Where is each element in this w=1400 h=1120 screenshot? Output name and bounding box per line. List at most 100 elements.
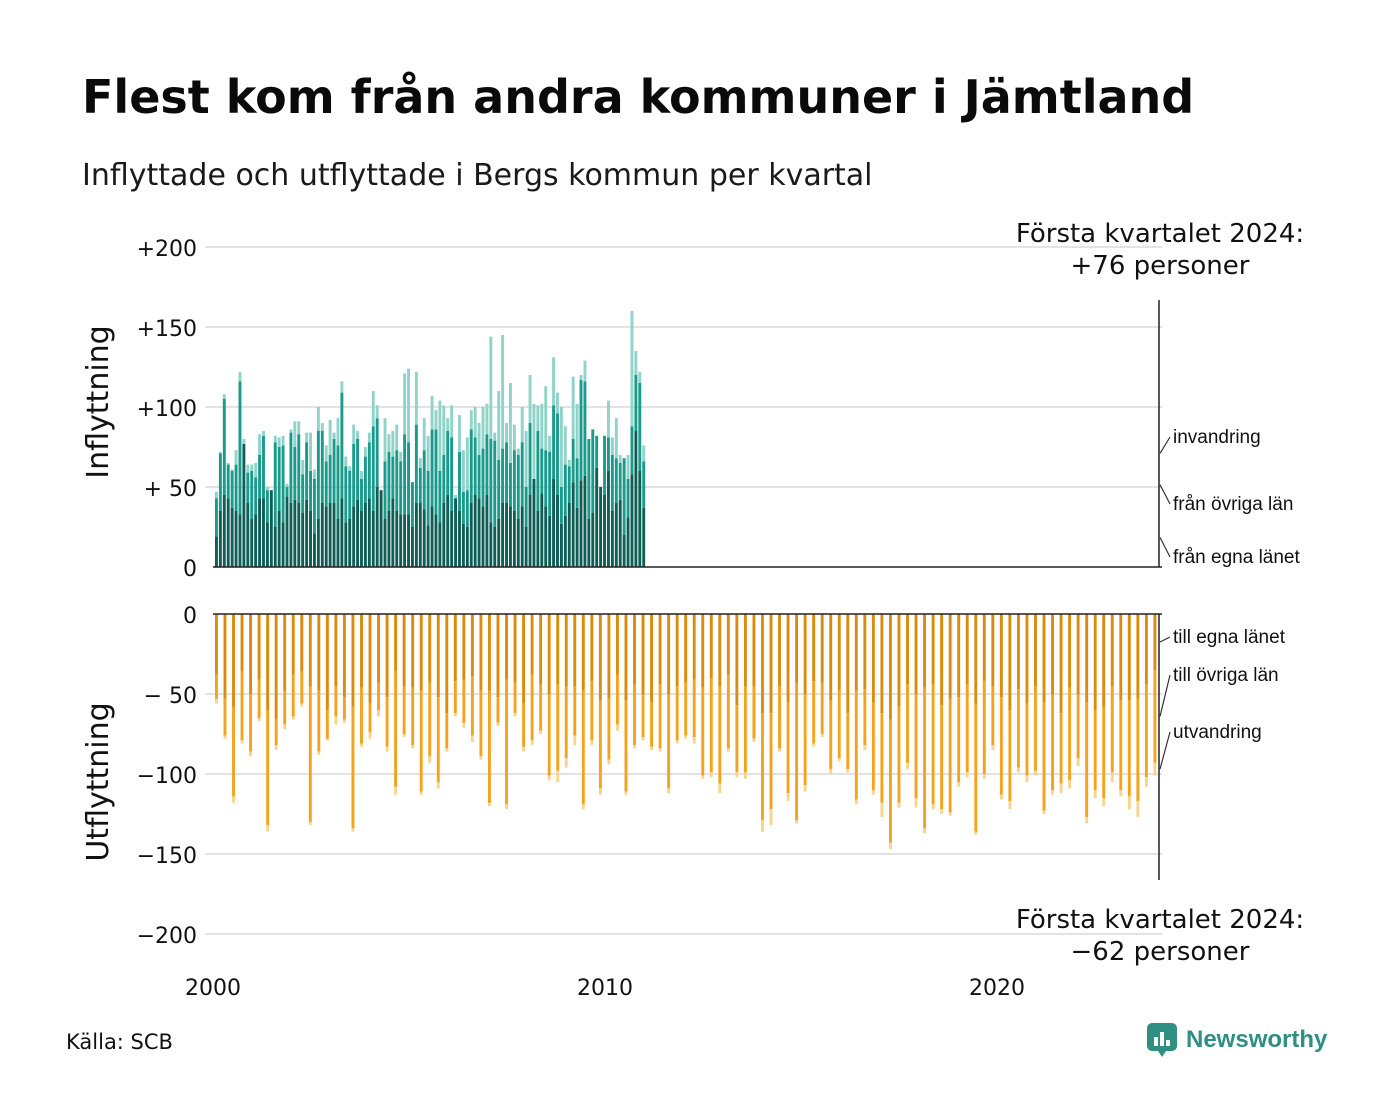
bar-segment <box>624 700 628 792</box>
y-tick-label: 0 <box>183 604 197 629</box>
bar-segment <box>351 706 355 829</box>
bar-segment <box>536 431 540 511</box>
bar-segment <box>982 614 986 682</box>
bar-segment <box>383 519 387 567</box>
bar-segment <box>1051 614 1054 694</box>
bar-segment <box>1136 801 1140 818</box>
bar-segment <box>249 614 253 694</box>
bar-segment <box>667 614 671 694</box>
bar-segment <box>709 772 713 778</box>
bar-segment <box>473 407 477 438</box>
bar-segment <box>234 511 238 567</box>
bar-segment <box>489 522 493 567</box>
bar-segment <box>638 383 642 471</box>
bar-segment <box>342 697 346 720</box>
bar-segment <box>520 442 524 507</box>
bar-segment <box>615 614 619 675</box>
bar-segment <box>752 686 756 739</box>
bar-segment <box>363 503 367 567</box>
bar-segment <box>516 448 520 455</box>
bar-segment <box>309 511 312 567</box>
bar-segment <box>360 511 363 567</box>
bar-segment <box>505 423 508 443</box>
bar-segment <box>1093 790 1097 798</box>
bar-segment <box>761 713 764 821</box>
bar-segment <box>226 463 230 465</box>
bar-segment <box>399 461 403 515</box>
bar-segment <box>344 456 348 467</box>
bar-segment <box>496 722 500 726</box>
bar-segment <box>590 681 594 741</box>
bar-segment <box>505 679 508 805</box>
bar-segment <box>530 614 534 675</box>
bar-segment <box>803 785 807 792</box>
bar-segment <box>394 786 398 795</box>
bar-segment <box>999 794 1003 800</box>
bar-segment <box>395 424 399 451</box>
bar-segment <box>285 487 289 497</box>
bar-segment <box>488 690 491 803</box>
bar-segment <box>622 458 626 535</box>
bar-segment <box>982 681 986 774</box>
bar-segment <box>622 535 626 567</box>
y-tick-label: + 50 <box>144 477 197 502</box>
bar-segment <box>336 445 340 519</box>
bar-segment <box>559 407 563 487</box>
bar-segment <box>281 445 285 523</box>
bar-segment <box>846 769 850 773</box>
bar-segment <box>524 431 528 487</box>
bar-segment <box>387 434 391 452</box>
bar-segment <box>1008 710 1012 802</box>
bar-segment <box>422 450 426 510</box>
bar-segment <box>458 451 461 511</box>
bar-segment <box>607 759 611 765</box>
bar-segment <box>469 410 473 430</box>
bar-segment <box>524 527 528 567</box>
bar-segment <box>571 482 575 567</box>
bar-segment <box>999 614 1003 698</box>
bar-segment <box>215 498 218 537</box>
bar-segment <box>974 614 978 704</box>
bar-segment <box>522 746 526 752</box>
bar-segment <box>430 506 434 567</box>
bar-segment <box>974 703 978 832</box>
bar-segment <box>266 614 270 710</box>
bar-segment <box>305 432 309 443</box>
bar-segment <box>363 447 367 457</box>
bar-segment <box>626 455 630 479</box>
bar-segment <box>497 391 501 460</box>
bar-segment <box>407 368 410 443</box>
bar-segment <box>442 455 446 503</box>
bar-segment <box>837 614 841 691</box>
bar-segment <box>820 682 824 734</box>
bar-segment <box>1085 702 1089 818</box>
bar-segment <box>1059 783 1063 794</box>
bar-segment <box>281 522 285 567</box>
bar-segment <box>658 748 662 752</box>
bar-segment <box>465 490 469 527</box>
bar-segment <box>795 682 799 821</box>
bar-segment <box>371 391 375 427</box>
bar-segment <box>548 515 552 567</box>
bar-segment <box>626 479 630 518</box>
bar-segment <box>461 523 465 567</box>
bar-segment <box>387 451 391 511</box>
bar-segment <box>948 698 952 813</box>
bar-segment <box>552 479 556 567</box>
bar-segment <box>342 719 346 723</box>
bar-segment <box>222 495 226 567</box>
bar-segment <box>965 772 969 778</box>
bar-segment <box>974 831 978 835</box>
bar-segment <box>1119 790 1123 797</box>
bar-segment <box>446 495 450 567</box>
bar-segment <box>496 697 500 723</box>
bar-segment <box>528 423 532 495</box>
bar-segment <box>583 381 587 476</box>
bar-segment <box>257 718 261 722</box>
bar-segment <box>340 392 344 499</box>
bar-segment <box>948 812 952 816</box>
label-leader <box>1159 436 1171 454</box>
bar-segment <box>493 440 497 527</box>
bar-segment <box>769 713 773 810</box>
bar-segment <box>539 614 543 685</box>
